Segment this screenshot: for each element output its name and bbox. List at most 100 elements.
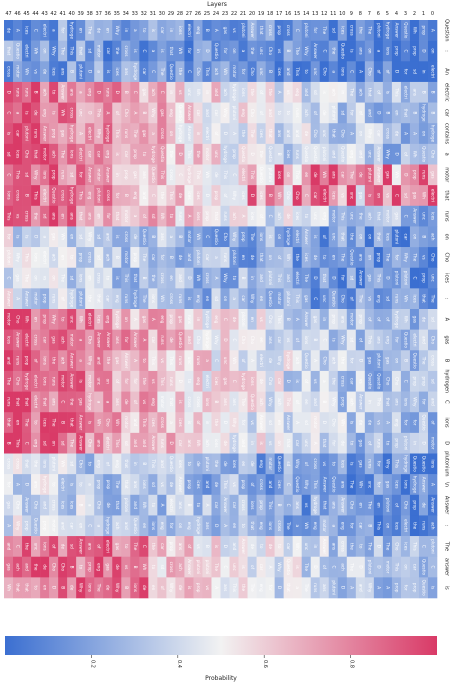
cell-rect bbox=[373, 556, 384, 578]
cell-rect bbox=[94, 102, 104, 124]
cell-rect bbox=[265, 247, 275, 269]
cell-word: de bbox=[358, 172, 363, 178]
cell-word: electri bbox=[25, 333, 30, 346]
cell: cross bbox=[166, 164, 176, 186]
cell-rect bbox=[148, 102, 158, 124]
cell-word: hydroge bbox=[115, 311, 120, 329]
cell-rect bbox=[319, 556, 330, 578]
cell-rect bbox=[229, 123, 239, 145]
cell-rect bbox=[184, 20, 194, 41]
cell-word: that bbox=[25, 398, 30, 407]
cell: electri bbox=[103, 432, 113, 454]
cell: Answer bbox=[373, 143, 384, 165]
cell: and bbox=[283, 267, 293, 289]
cell: The bbox=[211, 556, 221, 578]
cell-rect bbox=[40, 20, 50, 41]
cell-word: Answer bbox=[7, 291, 12, 307]
cell-rect bbox=[112, 474, 122, 496]
cell-rect bbox=[256, 391, 266, 413]
cell: Wh bbox=[58, 453, 68, 475]
cell: electri bbox=[22, 329, 32, 351]
cell-word: Why bbox=[115, 26, 120, 36]
cell-word: Cho bbox=[313, 129, 318, 138]
cell: a bbox=[76, 81, 86, 103]
cell-word: de bbox=[214, 172, 219, 178]
cell-word: a bbox=[79, 91, 84, 94]
cell: is bbox=[184, 412, 194, 434]
cell-rect bbox=[157, 61, 167, 83]
cell-word: plutoni bbox=[394, 230, 399, 245]
cell-rect bbox=[382, 61, 393, 83]
cell: The bbox=[364, 536, 375, 558]
cell-word: vs bbox=[367, 296, 372, 301]
cell: A bbox=[148, 309, 158, 330]
cell-word: plutoni bbox=[376, 353, 381, 368]
cell: that bbox=[4, 40, 14, 62]
cell: the bbox=[247, 40, 257, 62]
cell-word: The bbox=[241, 397, 246, 406]
cell: Wh bbox=[76, 309, 86, 330]
cell-rect bbox=[139, 556, 149, 578]
cell: on bbox=[400, 556, 411, 578]
cell-word: sd bbox=[97, 255, 102, 260]
cell-word: a bbox=[97, 401, 102, 404]
cell-rect bbox=[265, 474, 275, 496]
cell-word: runs bbox=[160, 439, 165, 448]
cell-word: ices bbox=[214, 377, 219, 385]
cell-word: The bbox=[430, 294, 435, 303]
cell-word: motor bbox=[7, 313, 12, 326]
layer-tick-7: 7 bbox=[368, 11, 371, 17]
cell-word: ans bbox=[133, 481, 138, 488]
cell-word: Cho bbox=[241, 336, 246, 345]
cell: ions bbox=[400, 474, 411, 496]
cell-rect bbox=[76, 391, 86, 413]
cell-word: Wh bbox=[25, 68, 30, 75]
cell: Answer bbox=[418, 474, 429, 496]
cell-rect bbox=[76, 474, 86, 496]
cell: motor bbox=[229, 61, 239, 83]
cell-rect bbox=[148, 185, 158, 207]
cell-rect bbox=[85, 40, 95, 62]
cell-word: C bbox=[232, 380, 237, 383]
layer-tick-44: 44 bbox=[32, 11, 38, 17]
cell-rect bbox=[220, 123, 230, 145]
cell: Questio bbox=[211, 40, 221, 62]
cell-word: that bbox=[268, 129, 273, 138]
colorbar-label: Probability bbox=[205, 675, 237, 682]
cell: unc bbox=[364, 143, 375, 165]
cell: plutoni bbox=[229, 247, 239, 269]
cell-word: B bbox=[133, 566, 138, 569]
cell-rect bbox=[364, 536, 375, 558]
cell-word: gas bbox=[367, 274, 372, 281]
cell-rect bbox=[319, 81, 330, 103]
cell: is bbox=[382, 81, 393, 103]
cell-rect bbox=[40, 474, 50, 496]
cell: The bbox=[247, 226, 257, 248]
cell-word: hydroge bbox=[43, 476, 48, 494]
cell: The bbox=[364, 494, 375, 516]
cell-rect bbox=[4, 350, 14, 372]
cell-word: The bbox=[61, 273, 66, 282]
cell-word: cross bbox=[169, 293, 174, 304]
cell: electri bbox=[202, 123, 212, 145]
cell: A bbox=[373, 577, 384, 599]
cell-rect bbox=[283, 309, 293, 330]
cell: on bbox=[418, 123, 429, 145]
cell: of bbox=[247, 474, 257, 496]
cell: Cho bbox=[49, 556, 59, 578]
cell: Why bbox=[301, 474, 312, 496]
cell-rect bbox=[211, 432, 221, 454]
cell: plutoni bbox=[364, 556, 375, 578]
cell-rect bbox=[238, 267, 248, 289]
cell: is bbox=[184, 577, 194, 599]
cell-rect bbox=[427, 350, 438, 372]
cell-rect bbox=[220, 412, 230, 434]
cell: eng bbox=[319, 205, 330, 227]
cell: runs bbox=[220, 205, 230, 227]
cell-word: motor bbox=[52, 519, 57, 532]
cell-word: for bbox=[79, 172, 84, 178]
cell-rect bbox=[427, 329, 438, 351]
cell-word: Why bbox=[232, 191, 237, 201]
cell-rect bbox=[292, 412, 302, 434]
cell: The bbox=[418, 350, 429, 372]
